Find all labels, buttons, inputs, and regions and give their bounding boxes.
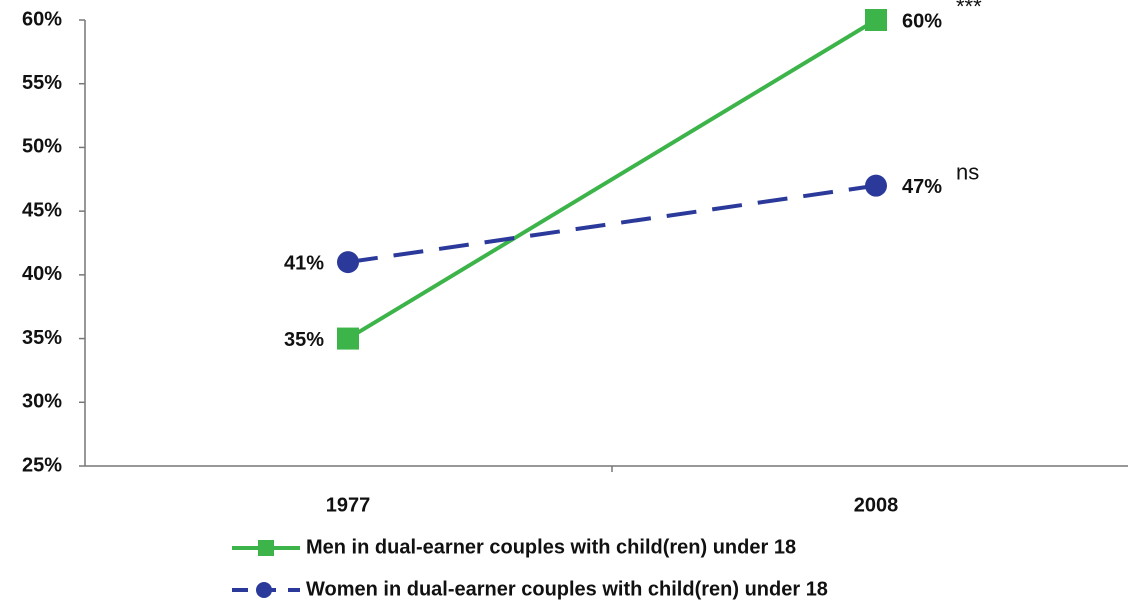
legend-marker bbox=[258, 540, 274, 556]
annotation: *** bbox=[956, 0, 982, 19]
y-tick-label: 40% bbox=[22, 263, 62, 285]
data-label: 47% bbox=[902, 176, 942, 198]
y-tick-label: 45% bbox=[22, 199, 62, 221]
annotation: ns bbox=[956, 159, 979, 184]
data-point bbox=[337, 327, 359, 350]
data-label: 60% bbox=[902, 10, 942, 32]
data-label: 41% bbox=[284, 252, 324, 274]
data-point bbox=[337, 251, 359, 274]
y-tick-label: 55% bbox=[22, 72, 62, 94]
legend-label: Men in dual-earner couples with child(re… bbox=[306, 536, 796, 558]
y-tick-label: 35% bbox=[22, 327, 62, 349]
y-tick-label: 30% bbox=[22, 391, 62, 413]
x-tick-label: 2008 bbox=[854, 494, 899, 516]
series-line bbox=[347, 183, 877, 265]
x-tick-label: 1977 bbox=[326, 494, 371, 516]
data-label: 35% bbox=[284, 329, 324, 351]
legend-marker bbox=[256, 582, 272, 598]
data-point bbox=[865, 174, 887, 197]
y-tick-label: 25% bbox=[22, 454, 62, 476]
y-tick-label: 50% bbox=[22, 136, 62, 158]
data-point bbox=[865, 9, 887, 31]
y-tick-label: 60% bbox=[22, 8, 62, 30]
legend-label: Women in dual-earner couples with child(… bbox=[306, 578, 828, 600]
series-line bbox=[346, 18, 878, 341]
